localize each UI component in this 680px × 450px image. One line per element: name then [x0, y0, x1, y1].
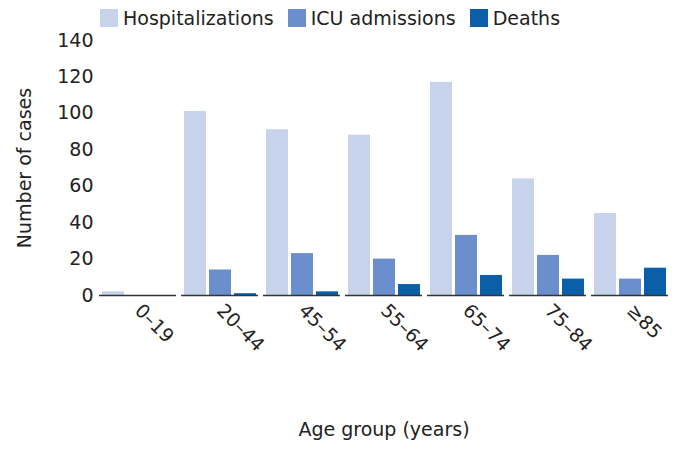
svg-text:65–74: 65–74 [459, 299, 515, 355]
svg-text:Number of cases: Number of cases [13, 88, 35, 248]
svg-text:Age group (years): Age group (years) [298, 418, 469, 440]
svg-text:60: 60 [69, 174, 93, 196]
svg-text:120: 120 [57, 65, 93, 87]
svg-text:0–19: 0–19 [131, 299, 179, 347]
svg-text:100: 100 [57, 101, 93, 123]
svg-text:55–64: 55–64 [377, 299, 433, 355]
svg-text:140: 140 [57, 30, 93, 51]
html-text:Hospitalizations: Hospitalizations [123, 7, 274, 29]
html-text:ICU admissions: ICU admissions [310, 7, 456, 29]
html-text:Deaths: Deaths [492, 7, 560, 29]
svg-text:0: 0 [81, 284, 93, 306]
svg-text:20–44: 20–44 [213, 299, 269, 355]
svg-text:40: 40 [69, 211, 93, 233]
svg-text:20: 20 [69, 247, 93, 269]
svg-text:≥85: ≥85 [623, 299, 667, 343]
svg-text:45–54: 45–54 [295, 299, 351, 355]
svg-text:80: 80 [69, 138, 93, 160]
svg-text:75–84: 75–84 [541, 299, 597, 355]
